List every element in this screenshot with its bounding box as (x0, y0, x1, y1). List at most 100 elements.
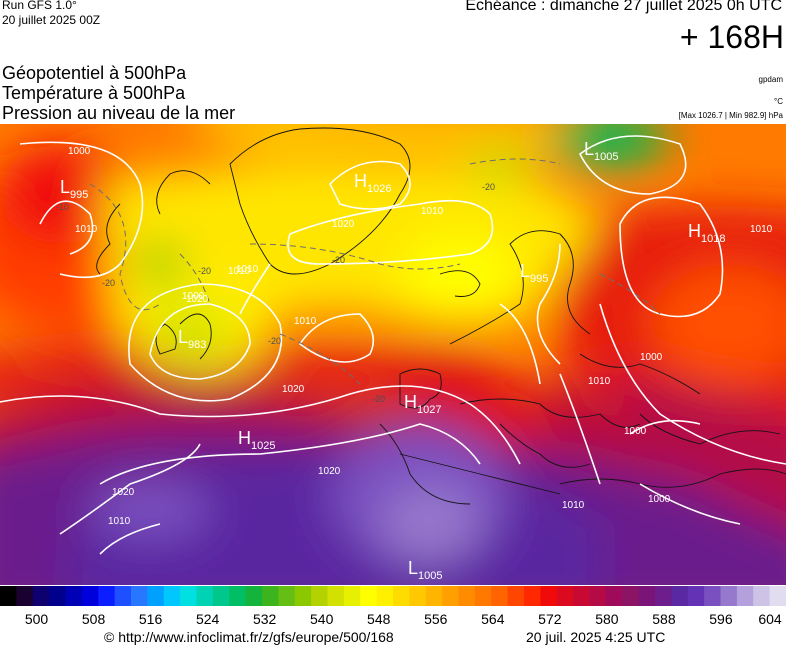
color-scale-tick: 588 (652, 611, 676, 627)
isobar-label: 1010 (228, 266, 251, 277)
color-scale-swatch (540, 586, 558, 606)
color-scale-swatch (507, 586, 525, 606)
color-scale (0, 586, 786, 606)
color-scale-swatch (556, 586, 574, 606)
color-scale-swatch (736, 586, 754, 606)
color-scale-swatch (81, 586, 99, 606)
color-scale-swatch (655, 586, 672, 606)
isotherms (89, 158, 661, 385)
color-scale-swatch (262, 586, 279, 606)
color-scale-swatch (180, 586, 198, 606)
color-scale-swatch (16, 586, 34, 606)
color-scale-swatch (245, 586, 263, 606)
color-scale-tick: 508 (81, 611, 106, 627)
isobar-label: 1000 (68, 146, 91, 157)
model-label: Run GFS 1.0° (2, 0, 77, 12)
pressure-center-low: L983 (178, 327, 206, 351)
color-scale-swatch (671, 586, 689, 606)
isotherm-label: -20 (332, 255, 345, 265)
isobar-label: 1020 (282, 384, 305, 395)
color-scale-swatch (163, 586, 181, 606)
pressure-center-low: L995 (520, 261, 548, 285)
color-scale-swatch (442, 586, 460, 606)
isotherm-labels: -20 -20 -20 -20 -20 -20 -10 (56, 182, 495, 404)
isobar-label: 1010 (294, 316, 317, 327)
run-time: 20 juillet 2025 00Z (2, 13, 101, 27)
color-scale-swatch (278, 586, 296, 606)
color-scale-swatch (65, 586, 83, 606)
color-scale-swatch (343, 586, 361, 606)
color-scale-tick: 604 (758, 611, 782, 627)
valid-time: Echéance : dimanche 27 juillet 2025 0h U… (465, 0, 782, 14)
isobar-label: 1020 (318, 466, 341, 477)
isobar-label: 1020 (332, 219, 355, 230)
color-scale-swatch (229, 586, 247, 606)
color-scale-swatch (589, 586, 607, 606)
color-scale-swatch (769, 586, 786, 606)
isobar-label: 1000 (182, 291, 205, 302)
isobar-label: 1010 (421, 206, 444, 217)
color-scale-tick: 596 (709, 611, 733, 627)
color-scale-tick: 500 (24, 611, 49, 627)
forecast-lead: + 168H (679, 19, 784, 55)
isobar-label: 1010 (236, 264, 259, 275)
color-scale-tick: 564 (481, 611, 505, 627)
color-scale-swatch (32, 586, 50, 606)
color-scale-swatch (327, 586, 345, 606)
isobar-label: 1010 (108, 516, 131, 527)
isobar-label: 1000 (640, 352, 663, 363)
unit-geopotential: gpdam (758, 75, 783, 84)
pressure-center-high: H1027 (404, 392, 441, 416)
color-scale-swatch (393, 586, 410, 606)
isobar-label: 1010 (588, 376, 611, 387)
isobar-label: 1010 (750, 224, 773, 235)
source-url: © http://www.infoclimat.fr/z/gfs/europe/… (104, 629, 394, 645)
pressure-center-high: H1018 (688, 221, 725, 245)
color-scale-swatch (524, 586, 541, 606)
color-scale-swatch (196, 586, 214, 606)
generated-time: 20 juil. 2025 4:25 UTC (526, 629, 666, 645)
isobar-label: 1020 (186, 294, 209, 305)
color-scale-swatch (605, 586, 623, 606)
isobar-labels: 1000101010201010100010101020101010101020… (68, 146, 773, 527)
color-scale-swatch (311, 586, 329, 606)
weather-map: H1026 L1005 L995 H1018 L995 L983 H1027 H1025 L10… (0, 124, 786, 585)
color-scale-swatch (622, 586, 640, 606)
isotherm-label: -20 (268, 336, 281, 346)
pressure-center-low: L1005 (408, 558, 443, 582)
color-scale-swatch (114, 586, 132, 606)
color-scale-tick: 556 (424, 611, 448, 627)
color-scale-swatch (131, 586, 148, 606)
color-scale-swatch (409, 586, 427, 606)
color-scale-tick: 540 (310, 611, 334, 627)
isotherm-label: -20 (372, 394, 385, 404)
isobar-label: 1000 (648, 494, 671, 505)
unit-temperature: °C (774, 97, 783, 106)
color-scale-swatch (49, 586, 67, 606)
color-scale-swatch (474, 586, 492, 606)
color-scale-swatch (147, 586, 165, 606)
color-scale-swatch (360, 586, 378, 606)
color-scale-tick: 532 (252, 611, 277, 627)
color-scale-swatch (753, 586, 771, 606)
pressure-center-high: H1026 (354, 171, 391, 195)
isobar-label: 1020 (112, 487, 135, 498)
pressure-center-high: H1025 (238, 428, 275, 452)
color-scale-tick: 516 (138, 611, 163, 627)
pressure-extremes: [Max 1026.7 | Min 982.9] hPa (678, 111, 783, 120)
pressure-center-low: L1005 (584, 139, 619, 163)
color-scale-swatch (376, 586, 394, 606)
isobar-label: 1000 (624, 426, 647, 437)
color-scale-swatch (687, 586, 705, 606)
pressure-centers: H1026 L1005 L995 H1018 L995 L983 H1027 H1025 L10… (60, 139, 725, 582)
color-scale-tick: 524 (195, 611, 220, 627)
isotherm-label: -20 (482, 182, 495, 192)
isobar-label: 1010 (75, 224, 98, 235)
color-scale-swatch (458, 586, 476, 606)
color-scale-swatch (491, 586, 509, 606)
pressure-center-low: L995 (60, 177, 88, 201)
color-scale-swatch (638, 586, 656, 606)
color-scale-swatch (573, 586, 591, 606)
field-temperature: Température à 500hPa (2, 83, 186, 103)
color-scale-swatch (294, 586, 312, 606)
